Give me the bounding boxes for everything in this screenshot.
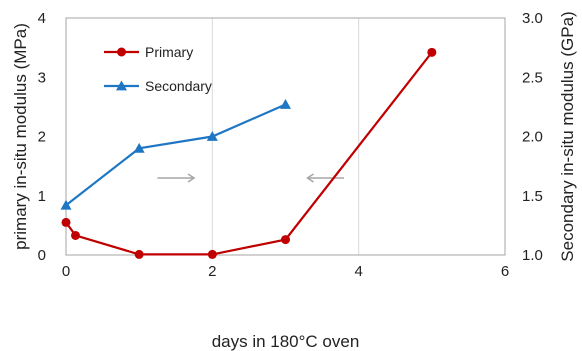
left-axis-title: primary in-situ modulus (MPa): [11, 23, 30, 250]
right-tick-label: 1.5: [522, 188, 543, 205]
right-tick-label: 2.0: [522, 129, 543, 146]
x-tick-label: 0: [62, 263, 70, 280]
x-tick-label: 4: [354, 263, 362, 280]
legend: Primary Secondary: [104, 44, 212, 94]
legend-item-secondary: Secondary: [104, 78, 212, 94]
right-tick-label: 2.5: [522, 69, 543, 86]
legend-label: Primary: [145, 44, 193, 60]
data-point-secondary: [133, 142, 145, 153]
right-tick-label: 3.0: [522, 10, 543, 27]
grid: [211, 18, 360, 255]
right-tick-labels: 1.0 1.5 2.0 2.5 3.0: [522, 10, 543, 264]
series-layer: [60, 47, 437, 259]
x-axis-title: days in 180°C oven: [212, 332, 360, 351]
right-tick-label: 1.0: [522, 247, 543, 264]
legend-label: Secondary: [145, 78, 212, 94]
annotations: [157, 173, 345, 183]
right-axis-title: Secondary in-situ modulus (GPa): [558, 11, 577, 261]
x-tick-label: 6: [501, 263, 509, 280]
legend-marker: [117, 47, 126, 57]
data-point-primary: [207, 249, 217, 259]
legend-marker: [116, 80, 127, 91]
data-point-primary: [134, 249, 144, 259]
data-point-secondary: [60, 199, 72, 210]
left-tick-label: 1: [38, 188, 46, 205]
arrow-right-annotation: [157, 173, 196, 183]
left-tick-label: 2: [38, 129, 46, 146]
left-tick-label: 4: [38, 10, 46, 27]
legend-item-primary: Primary: [104, 44, 193, 60]
data-point-secondary: [280, 99, 291, 109]
left-tick-label: 0: [38, 247, 46, 264]
data-point-primary: [61, 217, 71, 227]
series-line-secondary: [65, 103, 286, 207]
data-point-primary: [427, 47, 437, 57]
data-point-secondary: [206, 131, 218, 141]
left-tick-label: 3: [38, 69, 46, 86]
arrow-left-annotation: [306, 173, 345, 183]
data-point-primary: [71, 230, 81, 240]
left-tick-labels: 0 1 2 3 4: [38, 10, 46, 264]
x-tick-labels: 0 2 4 6: [62, 263, 509, 280]
data-point-primary: [281, 235, 290, 245]
plot-frame: [65, 17, 506, 256]
x-tick-label: 2: [208, 263, 216, 280]
